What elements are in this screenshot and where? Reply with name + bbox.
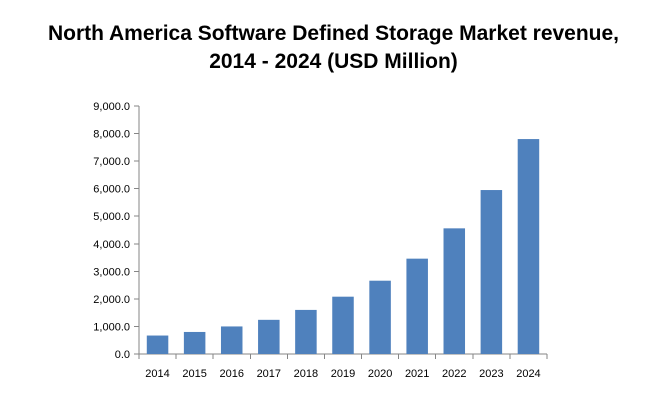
bar-2020: [369, 280, 391, 354]
y-tick-label: 0.0: [115, 349, 130, 361]
x-tick-label: 2020: [368, 368, 392, 380]
bar-2014: [146, 335, 169, 354]
x-axis-labels: 2014 2015 2016 2017 2018 2019 2020 2021 2022 2023…: [145, 368, 540, 380]
x-tick-label: 2022: [442, 368, 466, 380]
bars: [146, 139, 540, 354]
x-tick-label: 2018: [294, 368, 318, 380]
bar-2021: [406, 258, 428, 354]
x-tick-label: 2016: [219, 368, 243, 380]
y-axis-labels: 0.0 1,000.0 2,000.0 3,000.0 4,000.0 5,000.0 6,…: [93, 101, 130, 361]
y-tick-label: 7,000.0: [93, 156, 130, 168]
y-tick-label: 8,000.0: [93, 129, 130, 141]
y-tick-label: 1,000.0: [93, 321, 130, 333]
y-tick-label: 5,000.0: [93, 211, 130, 223]
chart-title: North America Software Defined Storage M…: [0, 20, 667, 76]
x-tick-label: 2021: [405, 368, 429, 380]
chart-title-line-2: 2014 - 2024 (USD Million): [209, 50, 458, 73]
bar-2022: [443, 228, 466, 354]
bar-2019: [332, 296, 354, 354]
x-tick-label: 2023: [479, 368, 503, 380]
x-tick-label: 2015: [182, 368, 206, 380]
y-tick-label: 9,000.0: [93, 101, 130, 113]
x-tick-label: 2019: [331, 368, 355, 380]
x-tick-label: 2024: [516, 368, 540, 380]
bar-2023: [480, 190, 503, 354]
x-tick-label: 2014: [145, 368, 169, 380]
x-tick-label: 2017: [257, 368, 281, 380]
bar-2018: [295, 309, 317, 354]
bar-2017: [258, 319, 280, 354]
bar-2024: [517, 139, 540, 354]
y-tick-label: 6,000.0: [93, 184, 130, 196]
y-tick-label: 2,000.0: [93, 294, 130, 306]
y-tick-label: 3,000.0: [93, 266, 130, 278]
bar-2015: [183, 331, 206, 354]
y-tick-label: 4,000.0: [93, 239, 130, 251]
bar-2016: [220, 326, 243, 354]
chart-title-line-1: North America Software Defined Storage M…: [47, 22, 620, 45]
